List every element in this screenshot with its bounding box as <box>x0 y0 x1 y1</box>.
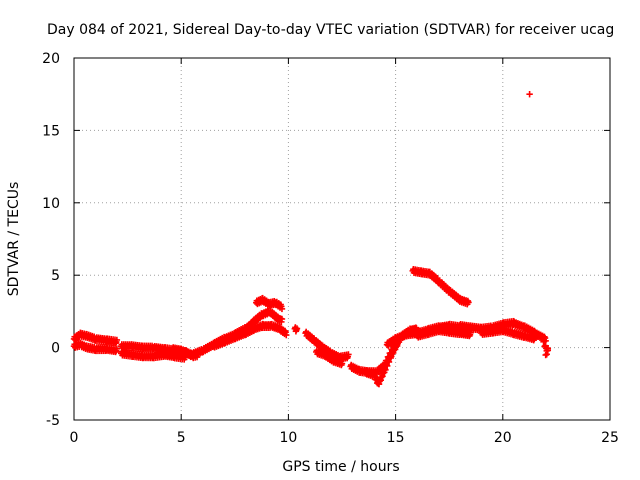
data-point-track-o <box>465 299 472 306</box>
plot-frame <box>73 57 611 421</box>
data-marks <box>70 91 552 388</box>
x-tick-label: 15 <box>387 430 405 446</box>
x-tick-label: 10 <box>279 430 297 446</box>
y-tick-label: -5 <box>46 413 60 429</box>
data-point-outlier <box>526 91 533 98</box>
x-tick-label: 25 <box>601 430 619 446</box>
x-tick-label: 5 <box>177 430 186 446</box>
tick-labels: 0 5 10 15 20 25 -5 0 5 10 15 20 <box>42 51 619 446</box>
data-point-track-r <box>542 351 549 359</box>
data-point-track-g <box>278 305 286 313</box>
y-tick-label: 10 <box>42 196 60 212</box>
y-tick-label: 20 <box>42 51 60 67</box>
y-tick-label: 0 <box>51 341 60 357</box>
x-tick-label: 0 <box>70 430 79 446</box>
y-tick-label: 15 <box>42 123 60 139</box>
axis-ticks <box>73 57 611 421</box>
data-point-track-a <box>113 336 121 344</box>
data-point-track-q <box>531 333 539 341</box>
y-tick-label: 5 <box>51 268 60 284</box>
y-axis-label: SDTVAR / TECUs <box>6 182 22 297</box>
data-point-track-b <box>113 345 121 352</box>
grid-lines <box>74 58 610 420</box>
data-point-track-r <box>544 345 552 352</box>
data-point-track-f <box>283 331 290 339</box>
data-point-track-h <box>293 325 301 332</box>
x-axis-label: GPS time / hours <box>282 459 399 475</box>
data-point-track-e <box>278 315 286 323</box>
x-tick-label: 20 <box>494 430 512 446</box>
data-point-track-j <box>338 360 346 367</box>
chart-title: Day 084 of 2021, Sidereal Day-to-day VTE… <box>47 22 614 38</box>
data-point-track-i <box>345 351 352 358</box>
